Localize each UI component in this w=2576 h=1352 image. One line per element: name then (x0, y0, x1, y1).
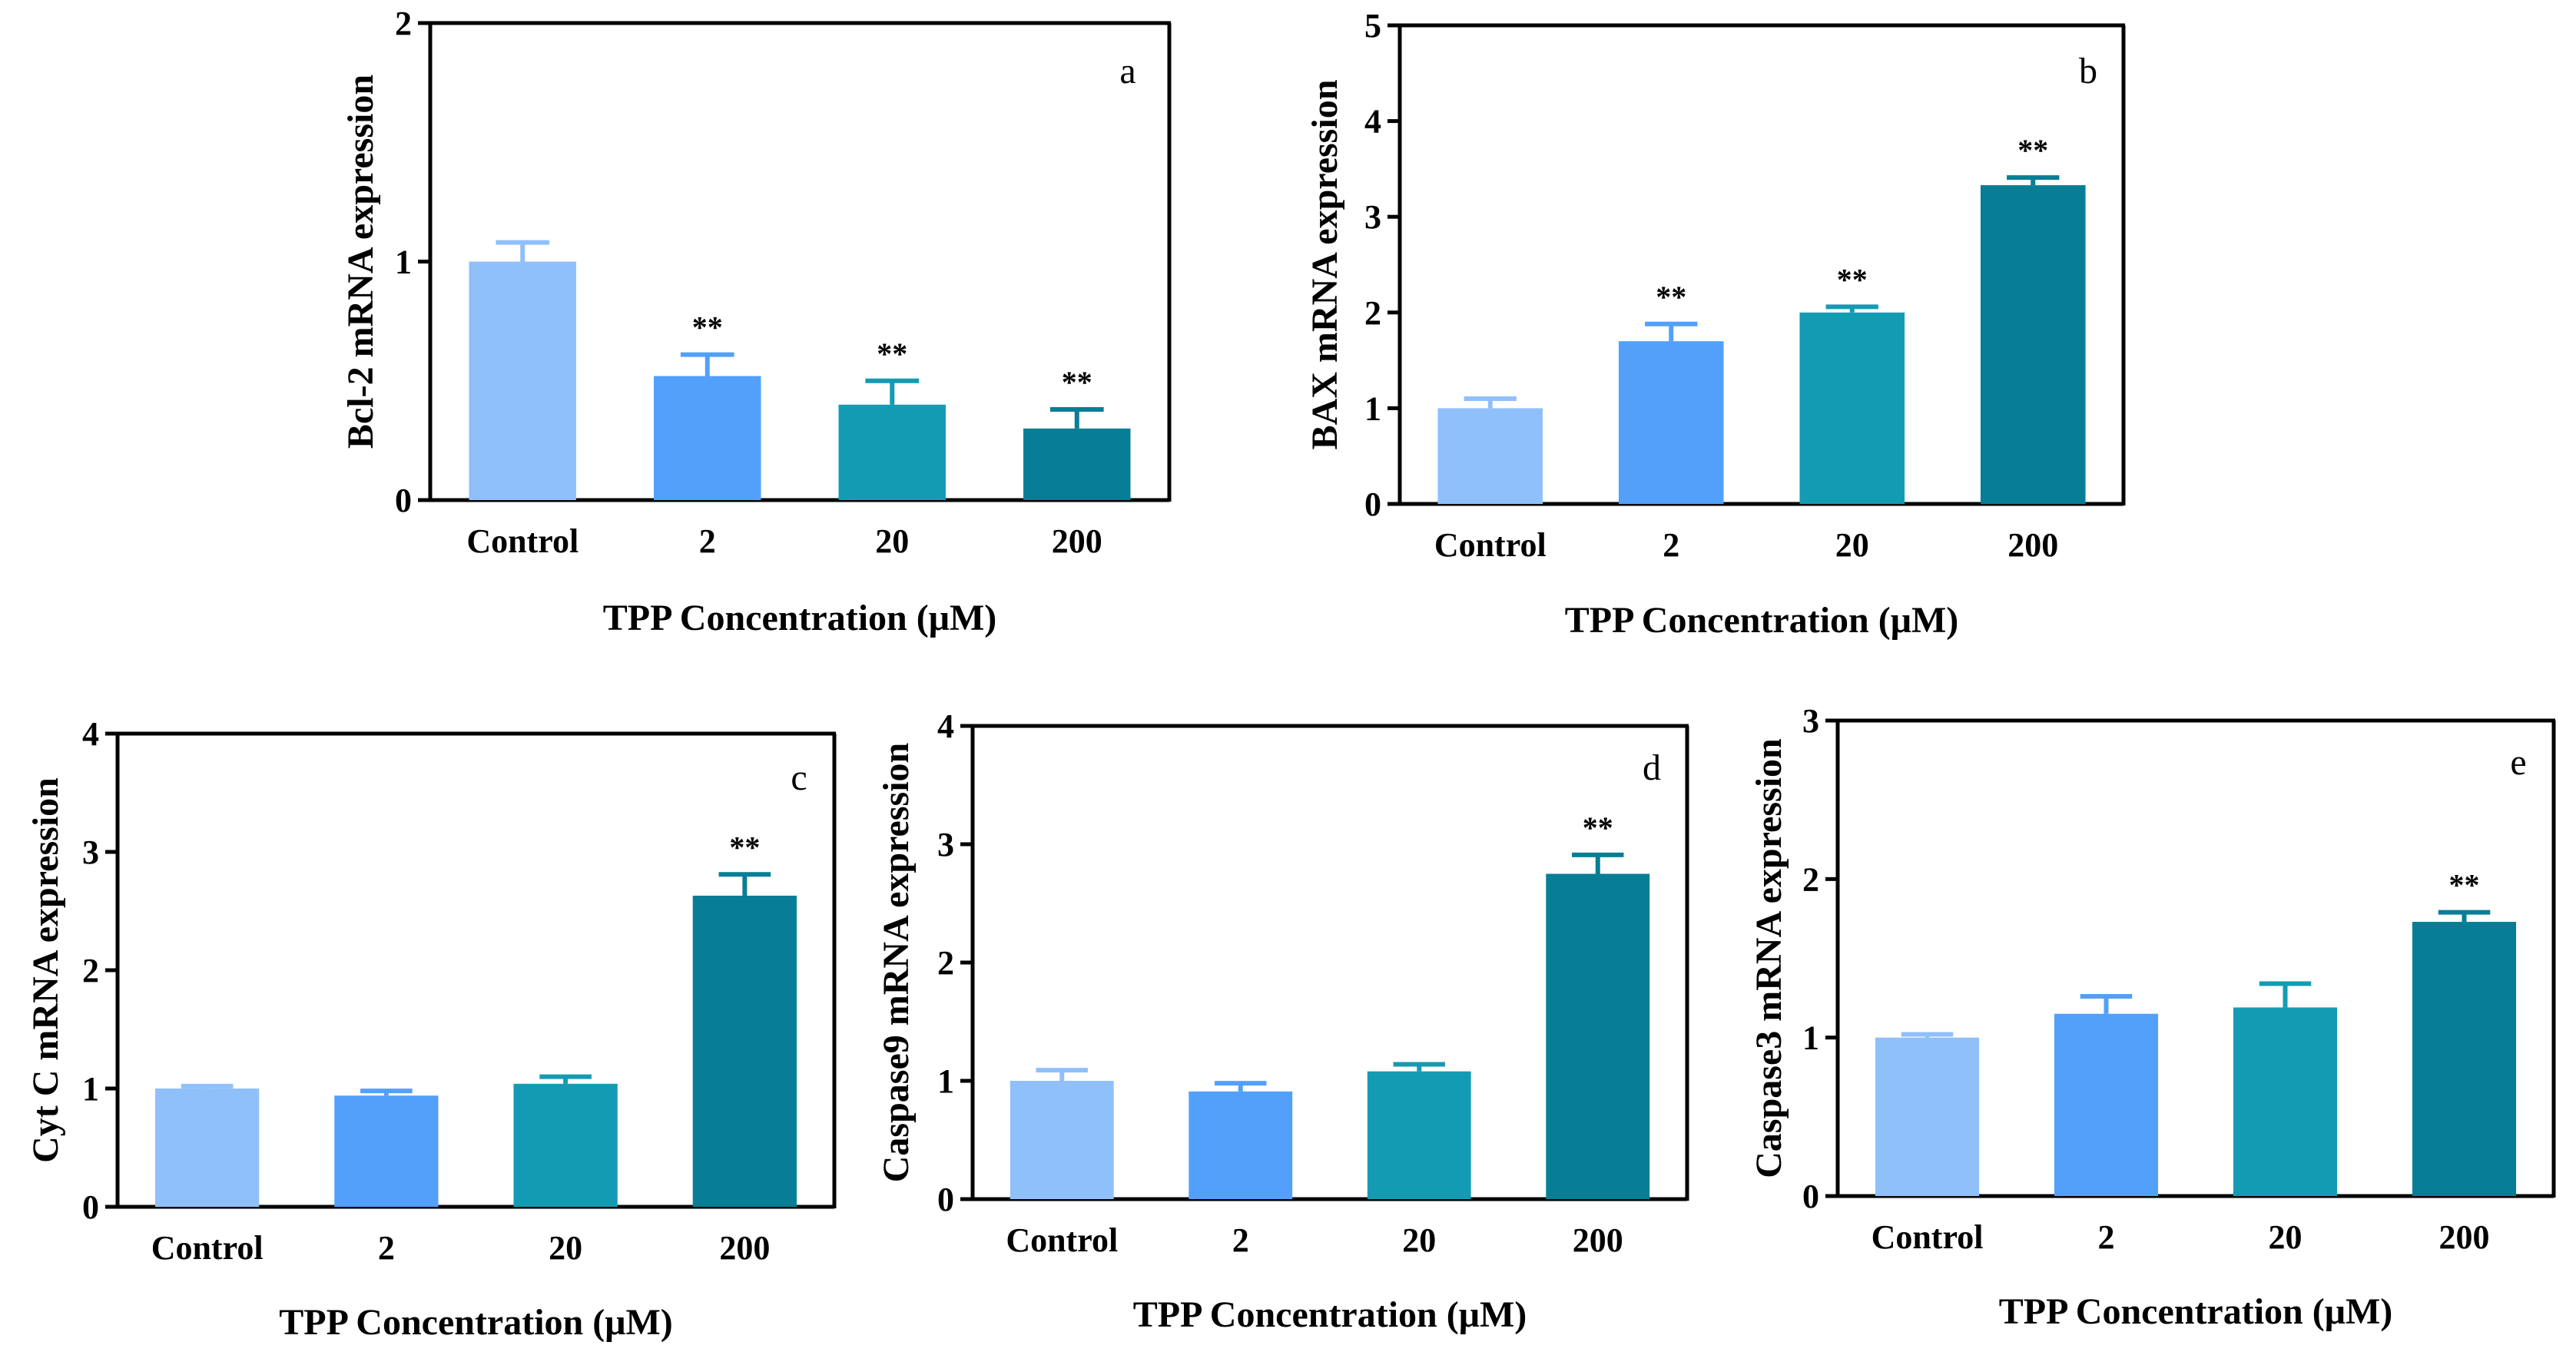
chart-panel-e: 0 1 2 3 Control 2 20 ** 200 Caspase3 mRNA express… (1749, 702, 2556, 1332)
x-tick-label: 2 (378, 1229, 395, 1267)
significance-marker: ** (2449, 868, 2480, 903)
bar-control (154, 1089, 260, 1207)
y-tick-label: 1 (1802, 1019, 1819, 1057)
x-tick-label: 200 (2439, 1218, 2490, 1256)
y-tick-label: 3 (82, 833, 99, 871)
x-tick-label: 20 (1402, 1221, 1436, 1259)
x-tick-label: Control (1006, 1221, 1118, 1259)
bar-control (1875, 1037, 1980, 1196)
bar-2 (2054, 1013, 2159, 1196)
x-tick-label: Control (1871, 1218, 1984, 1256)
x-axis-title: TPP Concentration (μM) (279, 1302, 672, 1343)
y-tick-label: 1 (395, 244, 412, 281)
bar-200 (692, 895, 797, 1207)
y-tick-label: 0 (1802, 1178, 1819, 1215)
bar-200 (1023, 428, 1131, 500)
x-axis-title: TPP Concentration (μM) (603, 598, 996, 638)
x-tick-label: 2 (1663, 526, 1679, 564)
panel-letter: a (1119, 51, 1135, 91)
x-tick-label: 2 (1232, 1221, 1249, 1259)
x-tick-label: 20 (1835, 526, 1869, 564)
bar-20 (2233, 1007, 2338, 1196)
y-tick-label: 1 (1364, 389, 1381, 427)
chart-panel-d: 0 1 2 3 4 Control 2 20 ** 200 Caspase9 mRNA expres… (876, 707, 1689, 1335)
x-tick-label: Control (466, 522, 579, 560)
y-tick-label: 3 (1364, 198, 1381, 236)
bar-200 (1980, 185, 2086, 504)
significance-marker: ** (692, 310, 723, 345)
bar-20 (838, 404, 946, 500)
bar-2 (1618, 341, 1724, 504)
bar-control (469, 261, 576, 500)
y-tick-label: 2 (82, 952, 99, 989)
significance-marker: ** (1656, 280, 1686, 314)
bar-control (1010, 1081, 1114, 1199)
y-tick-label: 0 (937, 1181, 954, 1218)
panel-letter: b (2079, 51, 2097, 91)
y-tick-label: 4 (937, 707, 954, 745)
y-tick-label: 3 (1802, 702, 1819, 740)
y-axis-title: Caspase9 mRNA expression (876, 743, 917, 1182)
bar-control (1437, 408, 1543, 504)
x-tick-label: 200 (2007, 526, 2058, 564)
x-axis-title: TPP Concentration (μM) (1133, 1294, 1527, 1335)
x-tick-label: 200 (1573, 1221, 1623, 1259)
y-axis-title: Cyt C mRNA expression (25, 777, 66, 1163)
x-tick-label: 20 (549, 1229, 582, 1267)
y-tick-label: 2 (1364, 294, 1381, 332)
x-axis-title: TPP Concentration (μM) (1565, 600, 1958, 641)
y-tick-label: 2 (1802, 860, 1819, 898)
y-tick-label: 2 (395, 5, 412, 42)
y-tick-label: 4 (82, 715, 99, 753)
y-tick-label: 2 (937, 944, 954, 982)
bar-20 (1367, 1071, 1471, 1199)
x-tick-label: 20 (2269, 1218, 2302, 1256)
bar-20 (513, 1083, 618, 1207)
significance-marker: ** (1583, 810, 1613, 845)
x-tick-label: 200 (1052, 522, 1102, 560)
bar-200 (1546, 873, 1650, 1199)
y-tick-label: 0 (395, 482, 412, 519)
x-tick-label: 2 (2098, 1218, 2115, 1256)
significance-marker: ** (1837, 262, 1868, 297)
y-axis-title: Bcl-2 mRNA expression (340, 75, 381, 449)
panel-letter: d (1643, 747, 1661, 788)
bar-20 (1799, 312, 1905, 504)
chart-panel-b: 0 1 2 3 4 5 Control ** 2 ** 20 ** 200 BAX mRNA expres… (1305, 7, 2126, 641)
significance-marker: ** (2017, 133, 2048, 167)
significance-marker: ** (729, 830, 760, 864)
x-tick-label: 20 (875, 522, 909, 560)
x-tick-label: 200 (719, 1229, 770, 1267)
y-tick-label: 0 (82, 1188, 99, 1226)
panel-letter: e (2510, 742, 2526, 783)
x-tick-label: Control (1434, 526, 1547, 564)
bar-2 (334, 1095, 439, 1207)
significance-marker: ** (877, 336, 907, 371)
y-tick-label: 1 (82, 1070, 99, 1108)
significance-marker: ** (1062, 365, 1092, 399)
bar-200 (2412, 922, 2517, 1196)
y-tick-label: 0 (1364, 485, 1381, 523)
y-tick-label: 5 (1364, 7, 1381, 45)
x-tick-label: Control (151, 1229, 264, 1267)
chart-panel-a: 0 1 2 Control ** 2 ** 20 ** 200 Bcl-2 mRNA express… (340, 5, 1172, 638)
x-axis-title: TPP Concentration (μM) (1999, 1291, 2392, 1332)
chart-panel-c: 0 1 2 3 4 Control 2 20 ** 200 Cyt C mRNA expressio… (25, 715, 837, 1343)
y-tick-label: 4 (1364, 103, 1381, 141)
bar-2 (1189, 1091, 1293, 1199)
bar-2 (654, 376, 761, 500)
y-axis-title: Caspase3 mRNA expression (1749, 738, 1789, 1178)
y-axis-title: BAX mRNA expression (1305, 80, 1345, 450)
y-tick-label: 3 (937, 826, 954, 863)
panel-letter: c (791, 757, 807, 798)
y-tick-label: 1 (937, 1062, 954, 1100)
x-tick-label: 2 (699, 522, 716, 560)
